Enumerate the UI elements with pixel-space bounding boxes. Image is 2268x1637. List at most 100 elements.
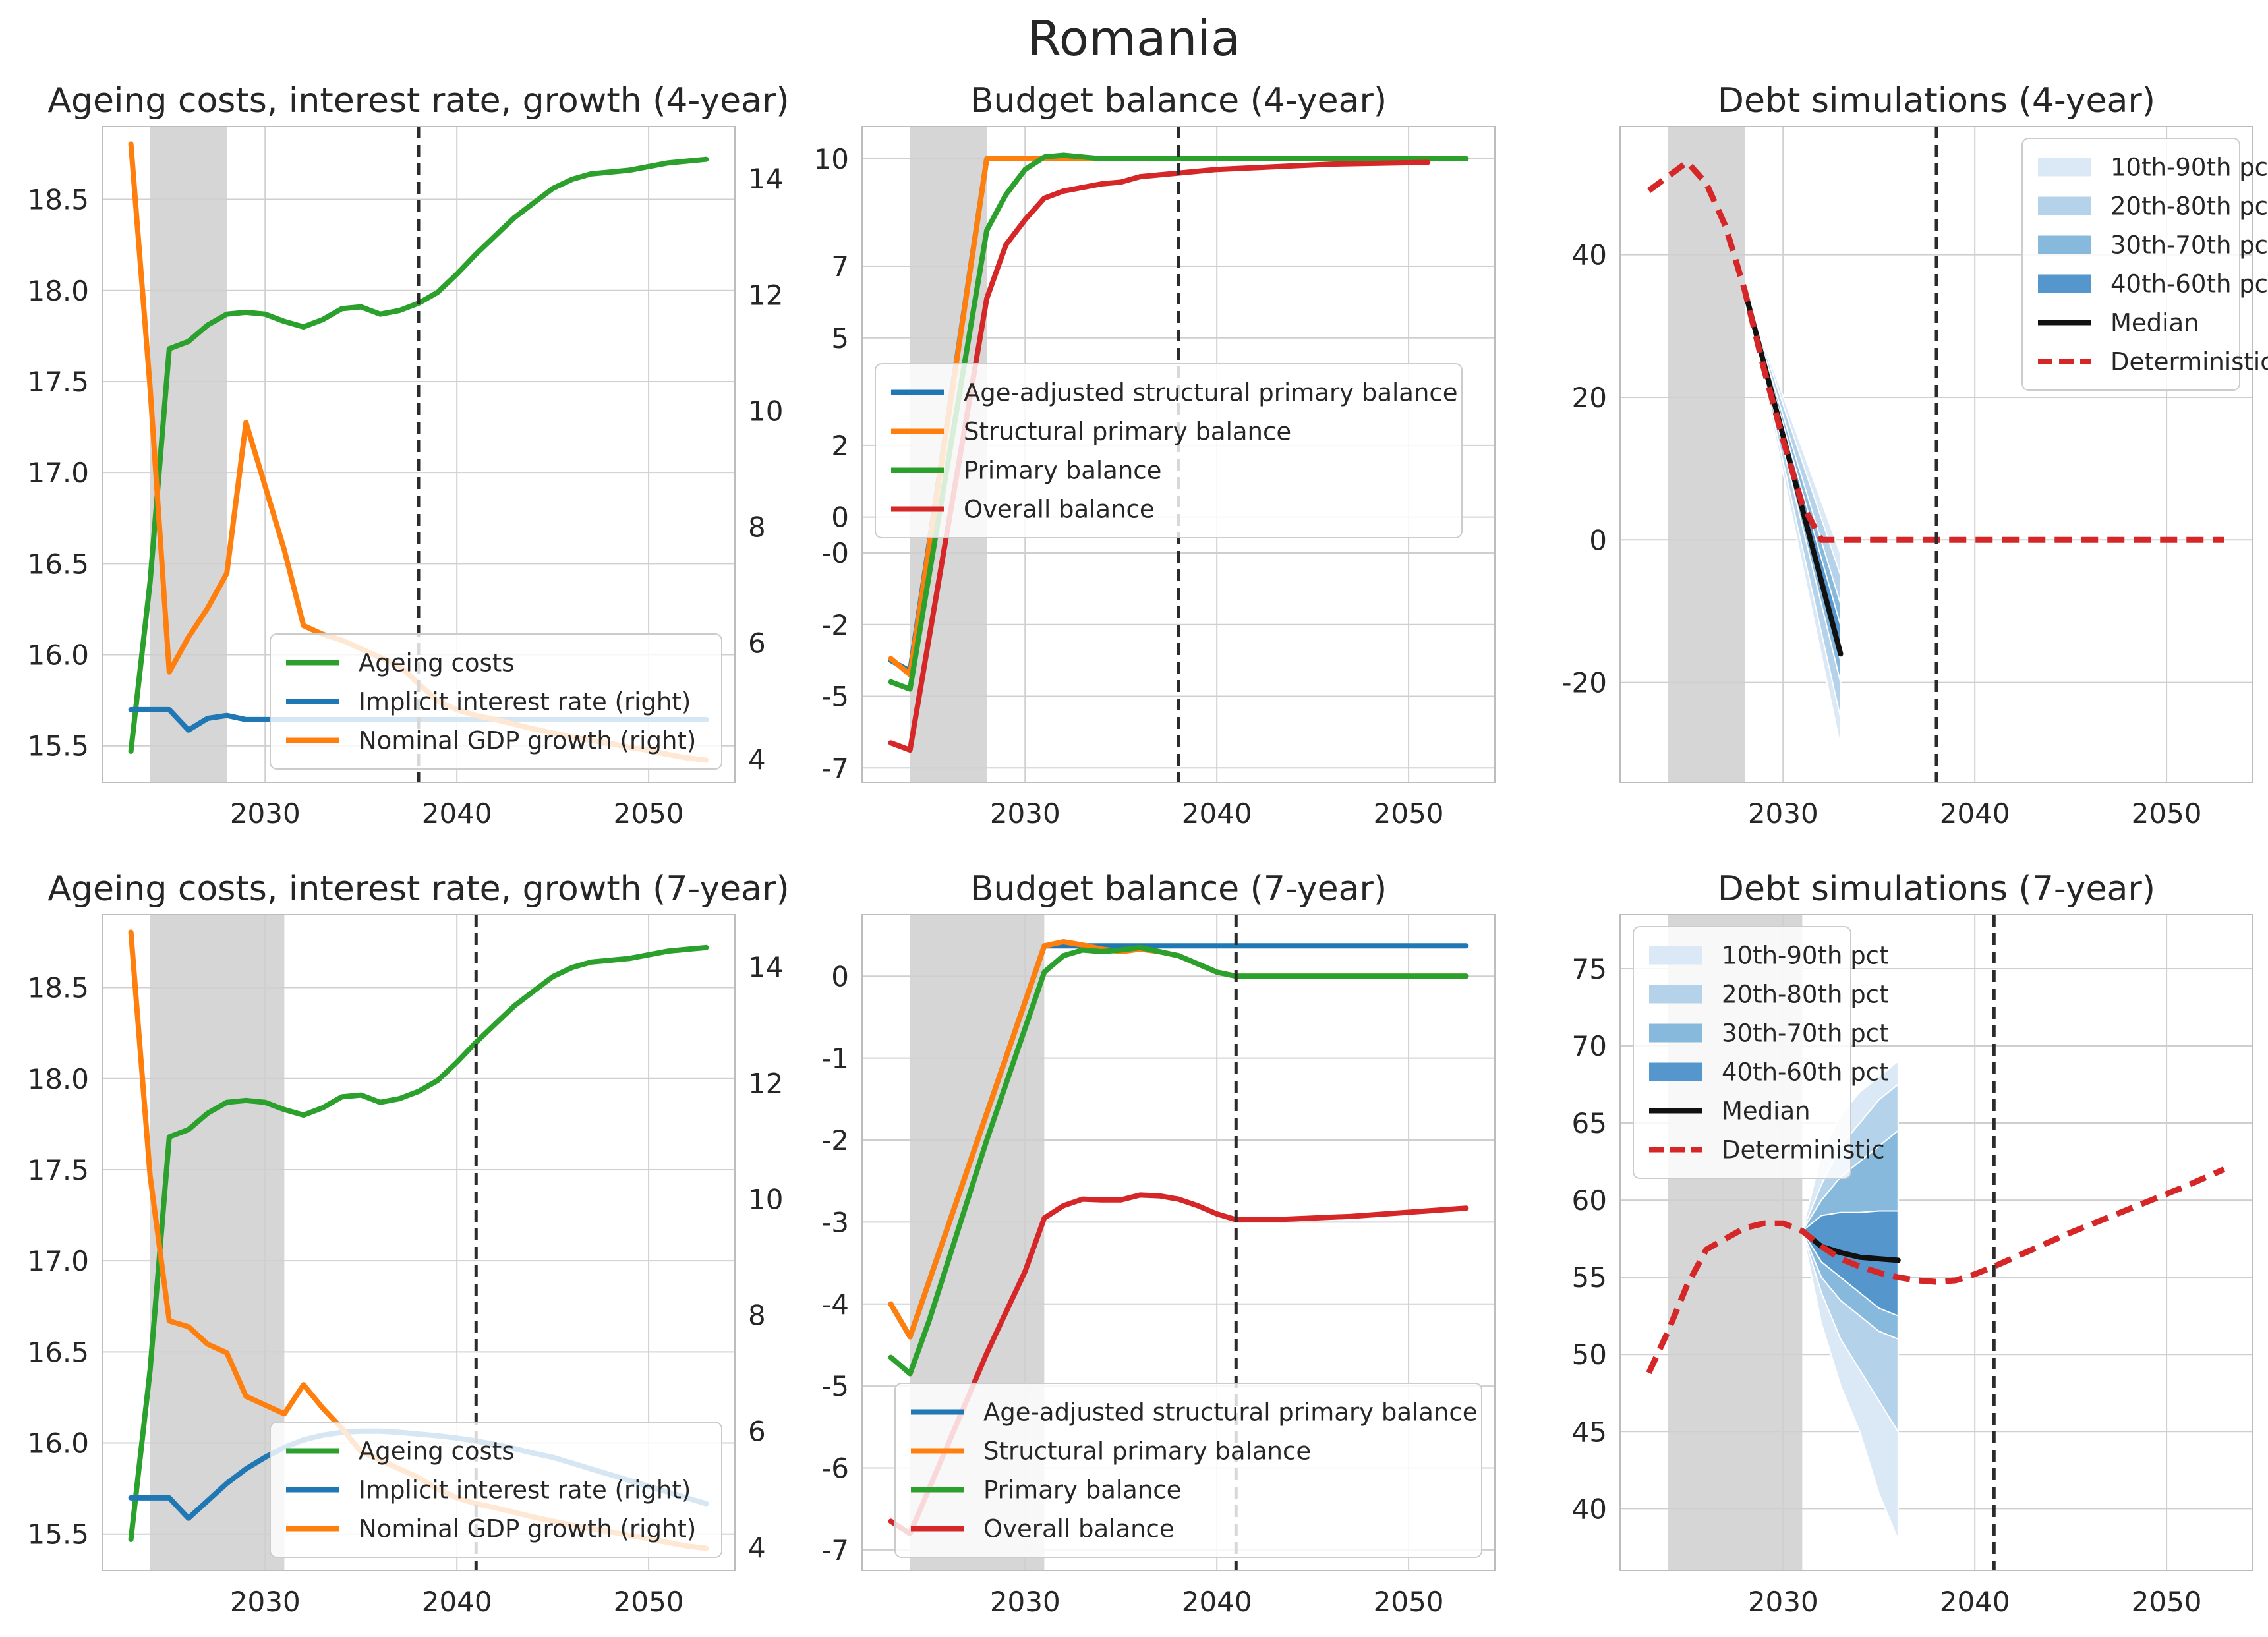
x-tick-label: 2030: [1748, 1586, 1818, 1618]
legend-box: [894, 1383, 1482, 1558]
y-tick-label: 20: [1572, 382, 1607, 414]
y2-tick-label: 4: [748, 743, 766, 776]
panel-ageing-4yr: Ageing costs, interest rate, growth (4-y…: [27, 81, 789, 830]
legend-label: Structural primary balance: [983, 1437, 1311, 1466]
y-tick-label: 16.5: [27, 1336, 89, 1368]
y-tick-label: 65: [1572, 1107, 1607, 1139]
x-tick-label: 2050: [614, 797, 684, 830]
y-tick-label: -3: [821, 1206, 849, 1238]
series-line-deterministic: [1646, 1166, 2226, 1375]
legend-label: Median: [1722, 1097, 1811, 1126]
plot-frame: [861, 914, 1496, 1571]
y-tick-label: 5: [831, 322, 849, 355]
y-tick-label: -1: [821, 1043, 849, 1075]
x-tick-label: 2030: [1748, 797, 1818, 830]
legend-label: Implicit interest rate (right): [359, 1476, 691, 1505]
legend-swatch: [2038, 196, 2091, 215]
x-tick-label: 2040: [1940, 797, 2010, 830]
y2-tick-label: 10: [748, 395, 783, 427]
y2-tick-label: 8: [748, 1300, 766, 1332]
panel-title: Budget balance (4-year): [970, 81, 1387, 121]
x-tick-label: 2050: [2132, 1586, 2202, 1618]
y-tick-label: 7: [831, 250, 849, 283]
x-tick-label: 2030: [230, 1586, 301, 1618]
y-tick-label: 18.0: [27, 275, 89, 307]
legend-box: [270, 1422, 722, 1558]
y-tick-label: -6: [821, 1452, 849, 1485]
y-tick-label: 18.5: [27, 184, 89, 216]
y-tick-label: -7: [821, 1534, 849, 1566]
legend-label: Primary balance: [983, 1476, 1181, 1505]
y-tick-label: 45: [1572, 1416, 1607, 1448]
y-tick-label: 16.5: [27, 548, 89, 580]
series-line-median: [1799, 1228, 1901, 1263]
x-tick-label: 2050: [1374, 1586, 1444, 1618]
panel-title: Debt simulations (4-year): [1718, 81, 2155, 121]
y2-tick-label: 12: [748, 1067, 783, 1099]
y-tick-label: 17.0: [27, 1245, 89, 1277]
x-tick-label: 2050: [1374, 797, 1444, 830]
y-tick-label: 40: [1572, 239, 1607, 272]
y-tick-label: 60: [1572, 1184, 1607, 1217]
legend-label: Implicit interest rate (right): [359, 688, 691, 716]
y2-tick-label: 6: [748, 627, 766, 660]
legend-swatch: [2038, 158, 2091, 177]
series-line-overall-balance: [888, 159, 1431, 753]
y2-tick-label: 4: [748, 1532, 766, 1564]
plot-frame: [1619, 914, 2253, 1571]
x-tick-label: 2040: [1182, 1586, 1252, 1618]
legend-label: Overall balance: [964, 496, 1155, 524]
y-tick-label: -5: [821, 681, 849, 713]
x-tick-label: 2030: [990, 797, 1061, 830]
panel-budget-4yr: Budget balance (4-year) 2030 2040 2050 -7 -5 -…: [814, 81, 1496, 830]
y-tick-label: 17.5: [27, 366, 89, 398]
x-tick-label: 2030: [990, 1586, 1061, 1618]
y-tick-label: -0: [821, 537, 849, 569]
band-10th-90th: [1744, 290, 1842, 747]
legend-swatch: [1649, 1023, 1702, 1043]
panel-debt-7yr: Debt simulations (7-year) 2030 2040 2050 40 4…: [1572, 869, 2253, 1618]
legend-swatch: [2038, 235, 2091, 254]
legend-label: 10th-90th pct: [1722, 942, 1889, 970]
y-tick-label: 2: [831, 430, 849, 462]
y-tick-label: 40: [1572, 1493, 1607, 1525]
x-tick-label: 2050: [2132, 797, 2202, 830]
panel-budget-7yr: Budget balance (7-year) 2030 2040 2050 -7 -6 -…: [821, 869, 1496, 1618]
legend-label: 20th-80th pct: [1722, 981, 1889, 1009]
x-tick-label: 2040: [422, 1586, 492, 1618]
legend: 10th-90th pct 20th-80th pct 30th-70th pct 4…: [1633, 926, 1889, 1179]
y-tick-label: 15.5: [27, 730, 89, 762]
legend-label: Median: [2110, 309, 2199, 337]
y-tick-label: 75: [1572, 953, 1607, 985]
legend-label: Ageing costs: [359, 649, 515, 677]
legend-label: 20th-80th pct: [2110, 192, 2268, 221]
legend-label: Structural primary balance: [964, 418, 1291, 446]
legend-label: Deterministic: [2110, 348, 2268, 376]
adjustment-period-shade: [1668, 127, 1745, 782]
legend-label: 30th-70th pct: [2110, 231, 2268, 260]
figure-title: Romania: [1027, 11, 1241, 67]
legend-box: [875, 363, 1463, 538]
y-tick-label: -4: [821, 1288, 849, 1321]
x-tick-label: 2050: [614, 1586, 684, 1618]
y-tick-label: -7: [821, 752, 849, 784]
y2-tick-label: 10: [748, 1183, 783, 1215]
series-line-deterministic: [1646, 159, 2224, 543]
y-tick-label: 17.5: [27, 1154, 89, 1186]
legend-box: [270, 633, 722, 770]
y-tick-label: 17.0: [27, 457, 89, 489]
y-tick-label: 0: [831, 502, 849, 534]
y-tick-label: 50: [1572, 1338, 1607, 1371]
y2-tick-label: 14: [748, 951, 783, 983]
legend-swatch: [1649, 985, 1702, 1004]
y-tick-label: 16.0: [27, 639, 89, 672]
y-tick-label: -20: [1561, 667, 1607, 699]
y-tick-label: 0: [1589, 524, 1607, 556]
legend-label: Age-adjusted structural primary balance: [983, 1398, 1478, 1427]
y2-tick-label: 8: [748, 511, 766, 544]
y-tick-label: -5: [821, 1370, 849, 1402]
panel-title: Debt simulations (7-year): [1718, 869, 2155, 909]
x-tick-label: 2040: [1940, 1586, 2010, 1618]
legend-label: 10th-90th pct: [2110, 154, 2268, 182]
